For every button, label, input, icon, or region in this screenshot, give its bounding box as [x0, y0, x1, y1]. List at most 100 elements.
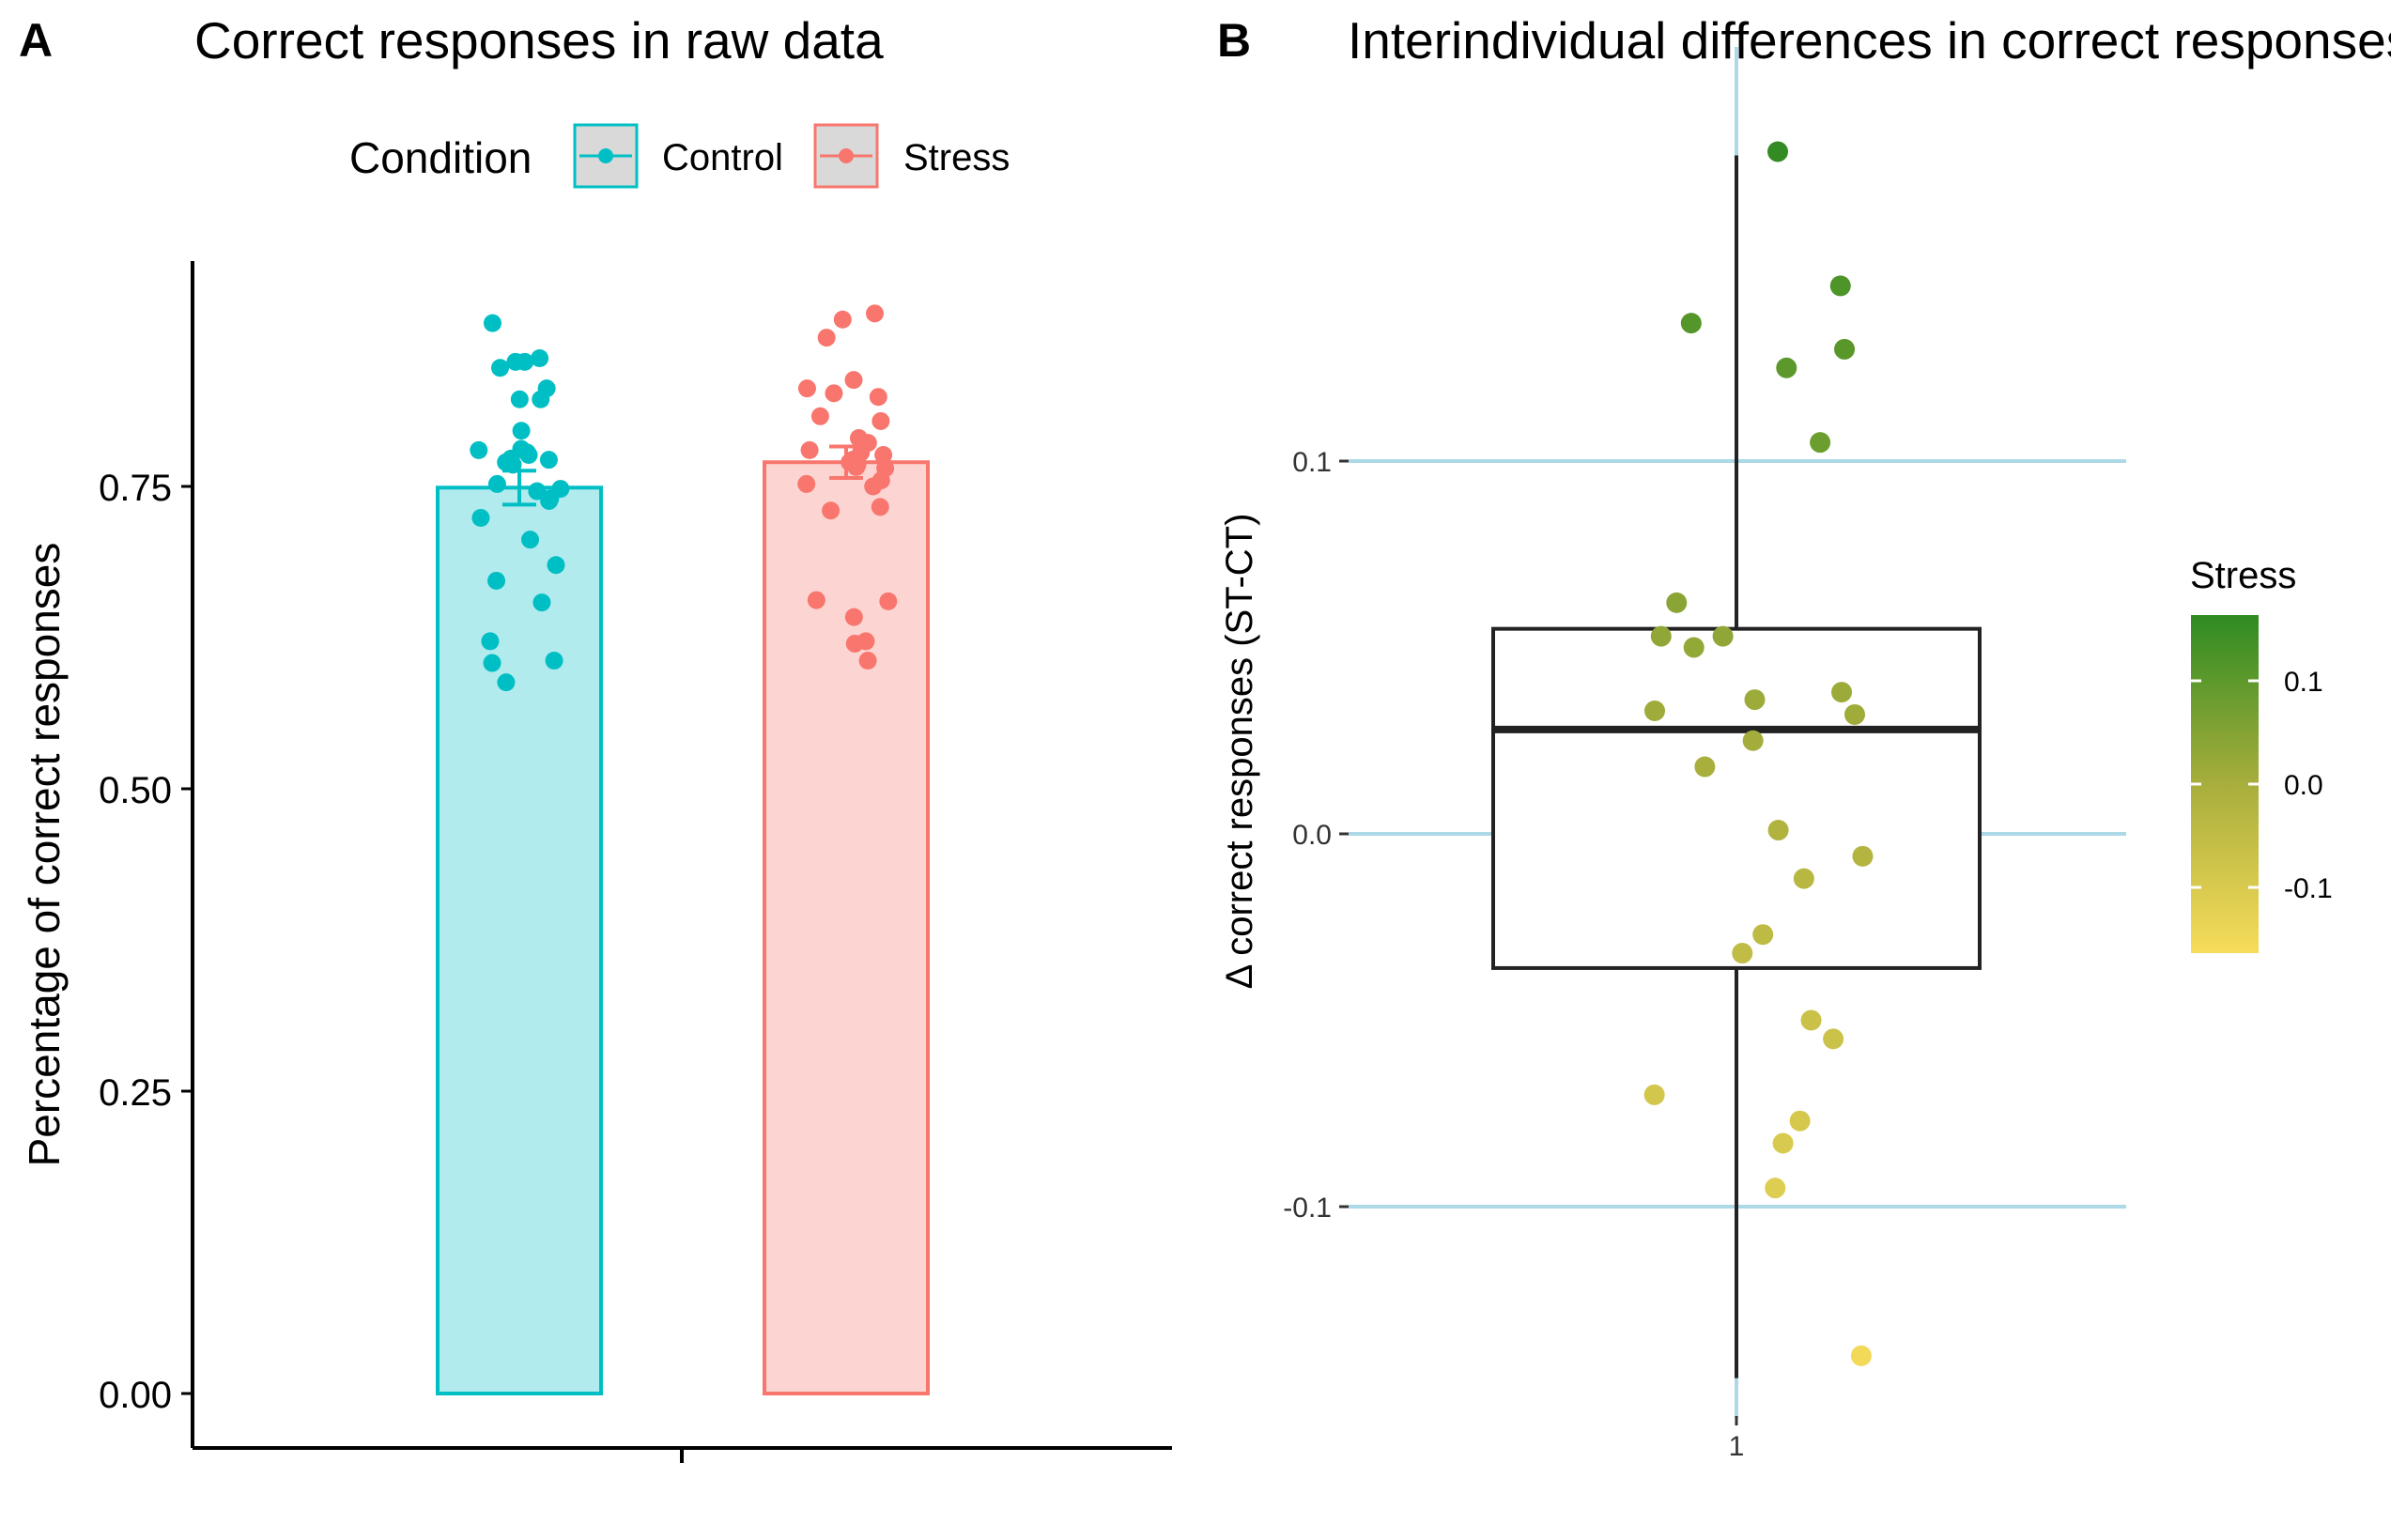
bar-control	[436, 485, 603, 1395]
difference-point	[1744, 689, 1766, 711]
data-point-stress	[797, 474, 816, 493]
y-tick-label: 0.0	[1292, 820, 1332, 851]
difference-point	[1800, 1009, 1822, 1031]
data-point-stress	[844, 371, 863, 390]
data-point-control	[528, 482, 547, 500]
data-point-stress	[879, 592, 898, 610]
panel-a-y-ticks: 0.00 0.25 0.50 0.75	[99, 468, 193, 1416]
data-point-stress	[800, 440, 819, 459]
panel-a-error-bars	[502, 444, 863, 507]
difference-point	[1793, 868, 1814, 889]
legend-key-stress	[813, 123, 879, 189]
data-point-stress	[858, 651, 877, 670]
data-point-control	[471, 508, 490, 527]
colorbar-gradient	[2191, 615, 2259, 953]
data-point-stress	[833, 310, 852, 329]
difference-point	[1767, 820, 1789, 841]
data-point-control	[487, 474, 506, 493]
legend-title: Condition	[349, 133, 532, 182]
data-point-control	[532, 593, 551, 612]
difference-point	[1844, 703, 1866, 725]
legend-key-control	[573, 123, 639, 189]
data-point-stress	[817, 329, 836, 347]
difference-point	[1831, 682, 1853, 703]
difference-point	[1742, 730, 1764, 751]
panel-b-x-tick-label: 1	[1729, 1431, 1745, 1462]
data-point-stress	[871, 498, 889, 516]
difference-point	[1694, 756, 1716, 778]
difference-point	[1789, 1110, 1811, 1132]
difference-point	[1752, 924, 1774, 946]
data-point-control	[547, 556, 565, 575]
panel-b-points	[1643, 141, 1874, 1366]
difference-point	[1810, 432, 1831, 454]
difference-point	[1834, 338, 1856, 360]
y-tick-label: 0.1	[1292, 447, 1332, 478]
data-point-stress	[810, 407, 829, 425]
difference-point	[1666, 592, 1688, 613]
difference-point	[1650, 625, 1672, 647]
data-point-control	[487, 571, 506, 590]
panel-a: A Correct responses in raw data Conditio…	[19, 11, 1172, 1463]
data-point-control	[512, 422, 531, 440]
difference-point	[1732, 943, 1753, 964]
difference-point	[1772, 1132, 1794, 1154]
data-point-control	[483, 314, 501, 332]
difference-point	[1680, 313, 1702, 334]
panel-b-boxplot	[1491, 155, 1982, 1378]
data-point-control	[540, 491, 559, 510]
difference-point	[1683, 637, 1705, 658]
difference-point	[1776, 357, 1797, 378]
data-point-stress	[872, 411, 890, 430]
colorbar-tick-label: 0.0	[2284, 770, 2323, 801]
data-point-control	[491, 359, 510, 377]
data-point-stress	[844, 608, 863, 626]
data-point-control	[521, 531, 540, 549]
colorbar-tick-label: 0.1	[2284, 667, 2323, 698]
difference-point	[1829, 275, 1851, 297]
panel-b-title: Interindividual differences in correct r…	[1348, 11, 2391, 69]
colorbar-title: Stress	[2190, 555, 2296, 596]
stress-colorbar-legend: Stress 0.1 0.0 -0.1	[2190, 555, 2333, 953]
panel-a-label: A	[19, 14, 53, 67]
panel-a-title: Correct responses in raw data	[194, 11, 884, 69]
y-tick-label: -0.1	[1283, 1193, 1332, 1224]
data-point-control	[531, 348, 549, 367]
data-point-stress	[847, 457, 866, 476]
difference-point	[1850, 1345, 1872, 1366]
data-point-stress	[822, 501, 841, 520]
data-point-stress	[874, 446, 893, 465]
difference-point	[1823, 1028, 1844, 1050]
colorbar-tick-label: -0.1	[2284, 873, 2333, 904]
panel-a-legend: Condition Control Stress	[349, 123, 1010, 189]
data-point-stress	[866, 304, 885, 323]
y-tick-label: 0.25	[99, 1072, 172, 1114]
panel-a-bars	[436, 460, 930, 1395]
y-tick-label: 0.75	[99, 468, 172, 509]
bar-stress	[763, 460, 930, 1395]
y-tick-label: 0.50	[99, 770, 172, 811]
panel-a-y-axis-title: Percentage of correct responses	[20, 543, 69, 1167]
data-point-control	[483, 654, 501, 672]
panel-b-y-axis-title: Δ correct responses (ST-CT)	[1219, 514, 1260, 990]
box-iqr	[1491, 626, 1982, 970]
colorbar-ticks: 0.1 0.0 -0.1	[2191, 667, 2333, 904]
difference-point	[1644, 700, 1666, 721]
panel-b-y-ticks: -0.1 0.0 0.1	[1283, 447, 1349, 1224]
difference-point	[1765, 1178, 1786, 1199]
legend-label-stress: Stress	[903, 137, 1010, 178]
difference-point	[1767, 141, 1789, 162]
data-point-stress	[845, 634, 864, 653]
data-point-control	[539, 451, 558, 470]
data-point-control	[532, 390, 550, 408]
data-point-control	[506, 352, 525, 371]
panel-b: B Interindividual differences in correct…	[1217, 11, 2391, 1462]
data-point-control	[481, 632, 500, 651]
data-point-stress	[797, 379, 816, 398]
data-point-stress	[864, 477, 883, 496]
difference-point	[1643, 1084, 1665, 1105]
data-point-control	[497, 673, 516, 692]
panel-b-label: B	[1217, 14, 1251, 67]
data-point-control	[519, 446, 538, 465]
legend-label-control: Control	[662, 137, 783, 178]
